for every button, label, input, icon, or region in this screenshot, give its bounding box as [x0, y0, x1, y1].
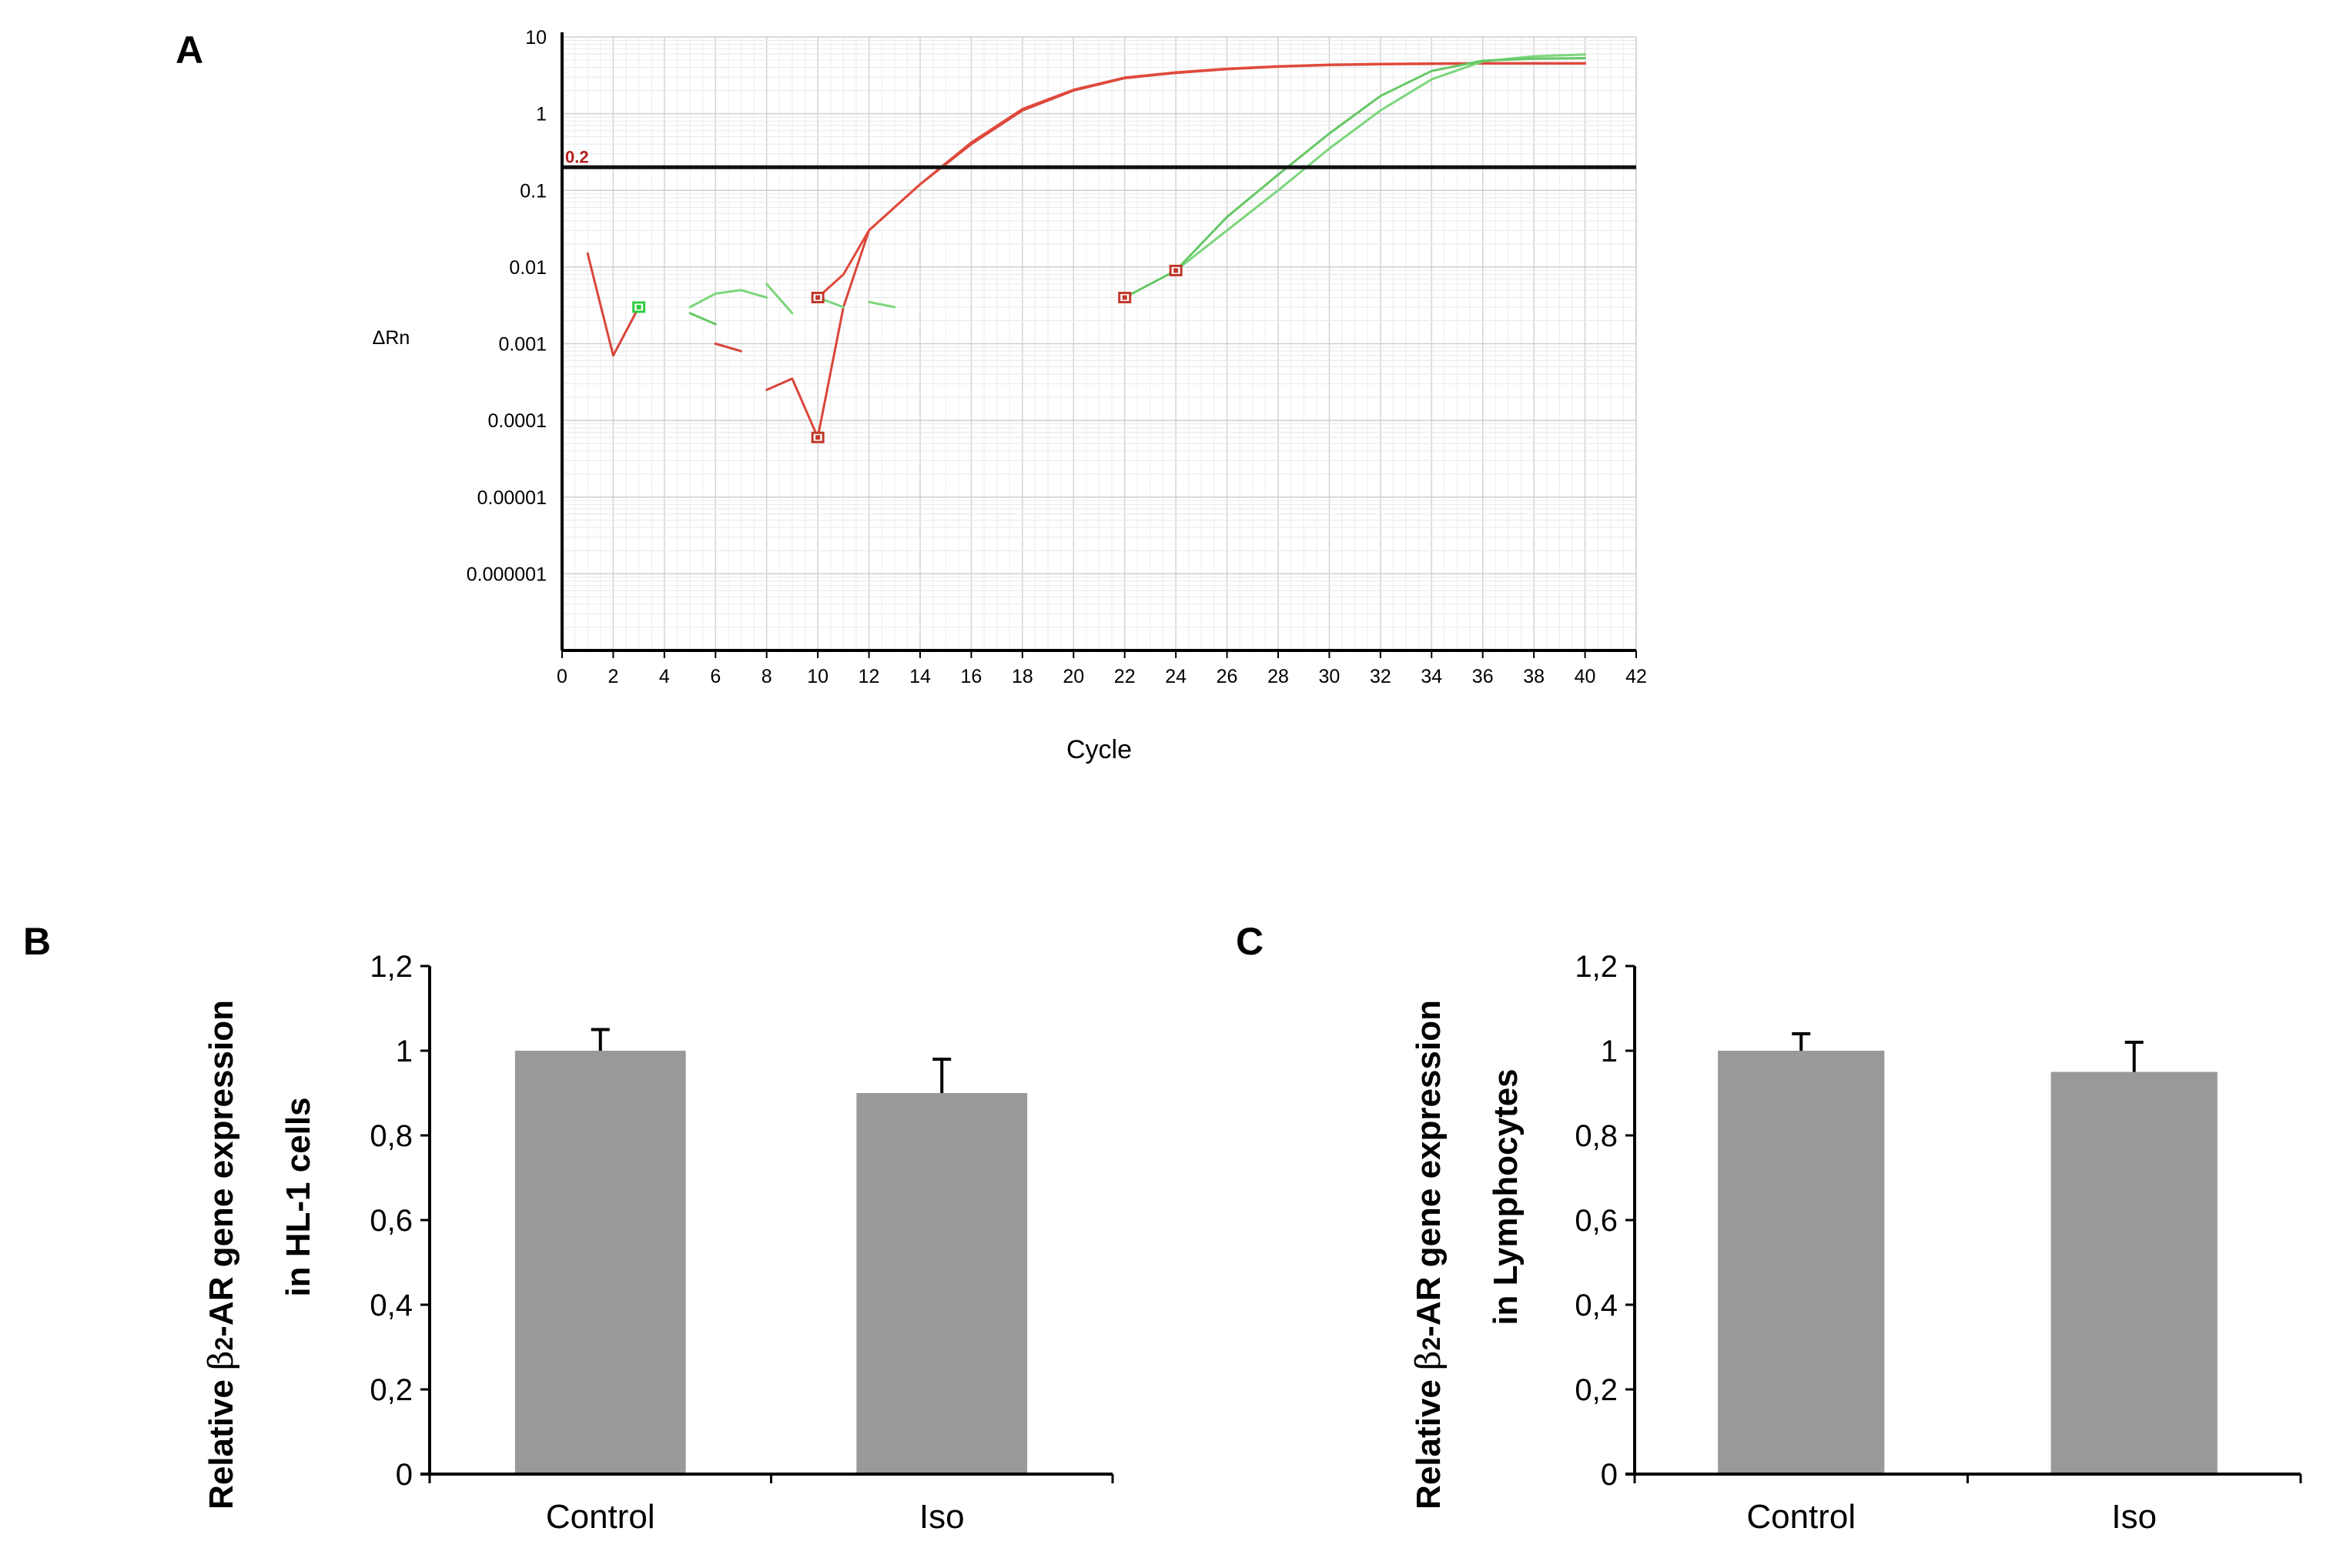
series-line: [586, 252, 641, 357]
category-label: Control: [1746, 1498, 1856, 1536]
y-axis-label: ΔRn: [373, 327, 410, 349]
y-axis-label-line1: Relative β2-AR gene expression: [202, 1000, 241, 1509]
x-tick-label: 10: [807, 666, 828, 687]
bar: [1718, 1051, 1885, 1474]
x-tick-label: 34: [1421, 666, 1442, 687]
x-tick-label: 0: [557, 666, 567, 687]
panel-letter-b: B: [23, 920, 51, 963]
y-axis-label-line2: in Lymphocytes: [1487, 1068, 1525, 1325]
x-tick-label: 40: [1575, 666, 1596, 687]
amplification-grid: [561, 36, 1637, 651]
bar-chart-body: Control Iso 0 0,2 0,4 0,6 0,8 1 1,2: [1575, 950, 2302, 1536]
series-marker-center: [1173, 268, 1179, 273]
y-tick-label: 1,2: [1575, 950, 1618, 984]
y-tick-label: 0.0001: [488, 410, 547, 432]
bar-chart-hl1: Relative β2-AR gene expression in HL-1 c…: [202, 950, 1114, 1536]
series-line: [688, 289, 768, 309]
bar: [856, 1093, 1028, 1474]
series-line: [688, 312, 717, 326]
x-tick-label: 16: [961, 666, 982, 687]
series-line: [765, 283, 794, 315]
x-tick-label: 12: [859, 666, 880, 687]
y-tick-label: 0: [396, 1458, 413, 1492]
amplification-plot: 0.2 0 2 4 6 8 10 12 14 16 18 20 22 24 26 28 30 32 34 36 38 4…: [373, 27, 1647, 764]
panel-letter-a: A: [176, 28, 203, 72]
series-marker-center: [815, 435, 821, 440]
y-tick-label: 0.001: [498, 334, 547, 356]
x-tick-label: 38: [1523, 666, 1545, 687]
y-tick-label: 1: [396, 1035, 413, 1068]
category-label: Iso: [919, 1498, 965, 1536]
amplification-axes: 0 2 4 6 8 10 12 14 16 18 20 22 24 26 28 30 32 34 36 38 40 421…: [467, 27, 1647, 687]
x-tick-label: 22: [1114, 666, 1136, 687]
y-tick-label: 0.1: [520, 180, 547, 202]
y-tick-label: 0,6: [370, 1204, 413, 1238]
x-tick-label: 18: [1012, 666, 1033, 687]
threshold-label: 0.2: [565, 147, 589, 166]
bar: [2050, 1072, 2218, 1474]
x-tick-label: 4: [659, 666, 670, 687]
x-tick-label: 6: [710, 666, 721, 687]
x-tick-label: 36: [1472, 666, 1494, 687]
y-tick-label: 1: [1601, 1035, 1618, 1068]
y-tick-label: 0.00001: [477, 487, 547, 509]
y-tick-label: 0.01: [509, 257, 547, 279]
series-line: [1174, 53, 1587, 272]
y-tick-label: 0,6: [1575, 1204, 1618, 1238]
series-marker-center: [1122, 295, 1127, 300]
y-tick-label: 10: [525, 27, 547, 48]
x-tick-label: 8: [761, 666, 772, 687]
threshold-group: 0.2: [562, 147, 1636, 169]
y-tick-label: 0,8: [1575, 1119, 1618, 1153]
y-tick-label: 0.000001: [467, 563, 547, 585]
category-label: Iso: [2111, 1498, 2157, 1536]
x-axis-label: Cycle: [1066, 735, 1132, 764]
amplification-series: [586, 53, 1587, 443]
x-tick-label: 42: [1625, 666, 1647, 687]
x-tick-label: 2: [608, 666, 618, 687]
y-tick-label: 0: [1601, 1458, 1618, 1492]
series-line: [816, 62, 1587, 299]
y-tick-label: 1,2: [370, 950, 413, 984]
x-tick-label: 28: [1267, 666, 1289, 687]
x-tick-label: 26: [1217, 666, 1238, 687]
series-marker-center: [636, 304, 641, 309]
series-line: [714, 343, 742, 353]
panel-letter-c: C: [1236, 920, 1264, 963]
series-line: [1123, 57, 1587, 299]
category-label: Control: [546, 1498, 655, 1536]
y-axis-label-line1: Relative β2-AR gene expression: [1409, 1000, 1448, 1509]
y-tick-label: 0,8: [370, 1119, 413, 1153]
x-tick-label: 20: [1063, 666, 1084, 687]
x-tick-label: 30: [1319, 666, 1341, 687]
bar: [514, 1051, 686, 1474]
y-tick-label: 0,2: [1575, 1373, 1618, 1407]
bar-chart-body: Control Iso 0 0,2 0,4 0,6 0,8 1 1,2: [370, 950, 1114, 1536]
y-tick-label: 0,4: [370, 1289, 413, 1322]
y-tick-label: 0,4: [1575, 1289, 1618, 1322]
x-tick-label: 24: [1165, 666, 1187, 687]
series-marker-center: [815, 295, 821, 300]
y-tick-label: 0,2: [370, 1373, 413, 1407]
x-tick-label: 14: [909, 666, 931, 687]
y-tick-label: 1: [536, 104, 547, 125]
x-tick-label: 32: [1370, 666, 1391, 687]
y-axis-label-line2: in HL-1 cells: [279, 1097, 317, 1296]
bar-chart-lymphocytes: Relative β2-AR gene expression in Lympho…: [1409, 950, 2302, 1536]
series-line: [868, 300, 896, 309]
